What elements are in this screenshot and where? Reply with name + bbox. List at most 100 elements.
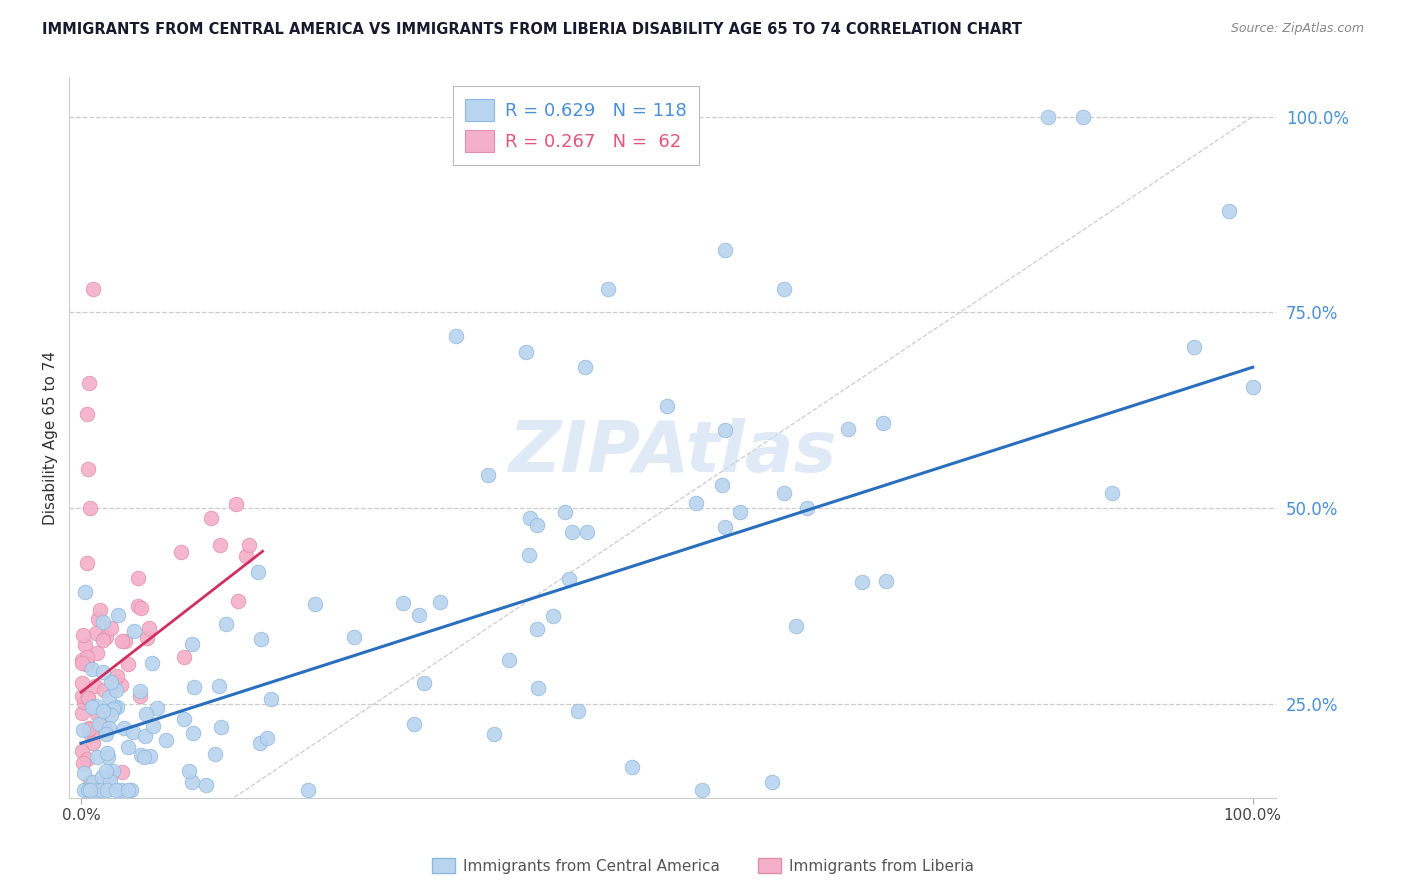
Point	[155, 733, 177, 747]
Point	[73, 765, 96, 780]
Point	[728, 505, 751, 519]
Point	[103, 699, 125, 714]
Point	[225, 497, 247, 511]
Point	[96, 746, 118, 760]
Point	[134, 729, 156, 743]
Point	[773, 282, 796, 296]
Point	[73, 783, 96, 797]
Point	[98, 690, 121, 704]
Point	[128, 690, 150, 704]
Point	[773, 485, 796, 500]
Point	[235, 549, 257, 563]
Point	[79, 783, 101, 797]
Point	[195, 778, 218, 792]
Point	[875, 574, 897, 588]
Point	[98, 721, 121, 735]
Point	[297, 783, 319, 797]
Point	[117, 739, 139, 754]
Point	[515, 344, 537, 359]
Point	[89, 603, 111, 617]
Point	[86, 612, 108, 626]
Point	[91, 705, 114, 719]
Point	[86, 750, 108, 764]
Point	[343, 631, 366, 645]
Point	[93, 721, 115, 735]
Point	[111, 633, 134, 648]
Point	[103, 764, 125, 778]
Point	[249, 632, 271, 646]
Point	[127, 599, 149, 613]
Point	[429, 595, 451, 609]
Point	[100, 674, 122, 689]
Point	[567, 704, 589, 718]
Point	[73, 695, 96, 709]
Point	[75, 638, 97, 652]
Point	[141, 656, 163, 670]
Point	[519, 511, 541, 525]
Point	[96, 782, 118, 797]
Point	[404, 717, 426, 731]
Text: ZIPAtlas: ZIPAtlas	[509, 417, 837, 487]
Point	[82, 282, 104, 296]
Point	[77, 376, 100, 390]
Point	[1218, 203, 1240, 218]
Point	[173, 712, 195, 726]
Point	[204, 747, 226, 762]
Point	[226, 593, 249, 607]
Point	[120, 783, 142, 797]
Point	[127, 571, 149, 585]
Point	[93, 682, 115, 697]
Point	[94, 630, 117, 644]
Point	[146, 701, 169, 715]
Point	[79, 501, 101, 516]
Point	[177, 764, 200, 779]
Point	[129, 748, 152, 763]
Point	[620, 760, 643, 774]
Point	[100, 707, 122, 722]
Point	[110, 678, 132, 692]
Point	[121, 724, 143, 739]
Point	[138, 621, 160, 635]
Point	[82, 662, 104, 676]
Point	[181, 775, 204, 789]
Point	[557, 572, 579, 586]
Point	[76, 657, 98, 671]
Point	[76, 752, 98, 766]
Y-axis label: Disability Age 65 to 74: Disability Age 65 to 74	[44, 351, 58, 524]
Point	[477, 468, 499, 483]
Point	[70, 656, 93, 670]
Point	[76, 557, 98, 571]
Point	[872, 417, 894, 431]
Point	[238, 538, 260, 552]
Point	[77, 721, 100, 735]
Point	[104, 783, 127, 797]
Point	[1182, 340, 1205, 354]
Point	[79, 775, 101, 789]
Point	[183, 680, 205, 694]
Point	[129, 684, 152, 698]
Point	[1241, 380, 1264, 394]
Point	[77, 691, 100, 706]
Point	[77, 690, 100, 705]
Point	[851, 575, 873, 590]
Point	[70, 744, 93, 758]
Point	[84, 699, 107, 714]
Legend: Immigrants from Central America, Immigrants from Liberia: Immigrants from Central America, Immigra…	[426, 852, 980, 880]
Point	[86, 646, 108, 660]
Point	[105, 699, 128, 714]
Point	[517, 548, 540, 562]
Point	[107, 607, 129, 622]
Point	[80, 700, 103, 714]
Point	[77, 462, 100, 476]
Point	[408, 607, 430, 622]
Text: IMMIGRANTS FROM CENTRAL AMERICA VS IMMIGRANTS FROM LIBERIA DISABILITY AGE 65 TO : IMMIGRANTS FROM CENTRAL AMERICA VS IMMIG…	[42, 22, 1022, 37]
Point	[561, 524, 583, 539]
Point	[98, 774, 121, 789]
Point	[181, 637, 204, 651]
Text: Source: ZipAtlas.com: Source: ZipAtlas.com	[1230, 22, 1364, 36]
Point	[129, 601, 152, 615]
Point	[211, 720, 233, 734]
Point	[785, 619, 807, 633]
Point	[761, 775, 783, 789]
Point	[83, 679, 105, 693]
